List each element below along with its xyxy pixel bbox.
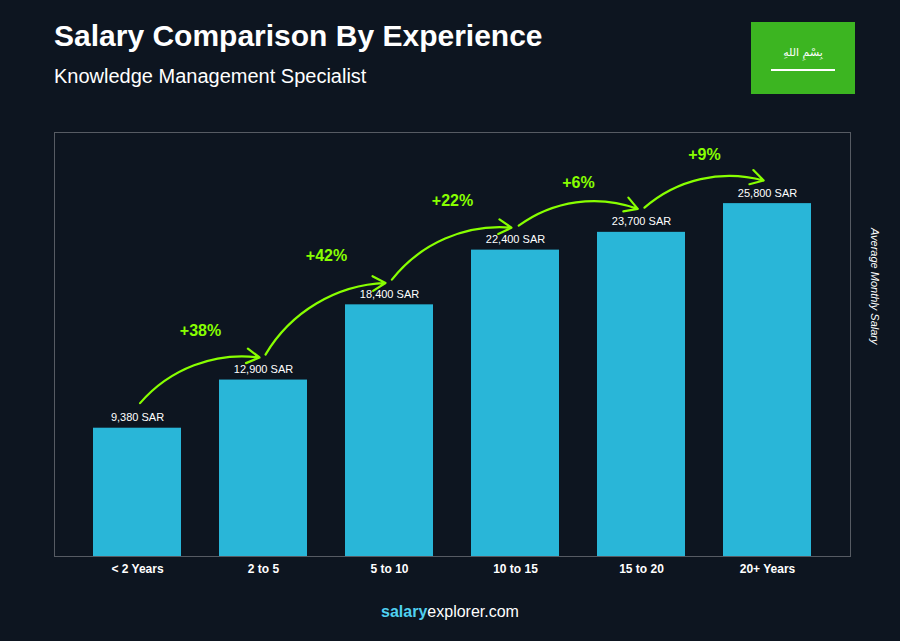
svg-text:< 2 Years: < 2 Years <box>111 562 163 576</box>
html-text:Salary Comparison By Experienc: Salary Comparison By Experience <box>54 19 543 52</box>
svg-text:+42%: +42% <box>306 247 347 264</box>
svg-text:Average Monthly Salary: Average Monthly Salary <box>869 227 881 346</box>
svg-text:5 to 10: 5 to 10 <box>370 562 408 576</box>
svg-text:20+ Years: 20+ Years <box>740 562 796 576</box>
svg-text:25,800 SAR: 25,800 SAR <box>738 187 797 199</box>
html-text:Knowledge Management Specialis: Knowledge Management Specialist <box>54 65 367 87</box>
html-text:salary explorer.com: salary explorer.com <box>381 603 519 620</box>
svg-text:23,700 SAR: 23,700 SAR <box>612 215 671 227</box>
svg-text:9,380 SAR: 9,380 SAR <box>111 411 164 423</box>
svg-text:+9%: +9% <box>688 146 720 163</box>
svg-text:12,900 SAR: 12,900 SAR <box>234 363 293 375</box>
svg-text:+38%: +38% <box>180 322 221 339</box>
svg-text:2 to 5: 2 to 5 <box>248 562 280 576</box>
svg-text:+22%: +22% <box>432 192 473 209</box>
html-text:بِسْمِ اللهِ: بِسْمِ اللهِ <box>783 45 823 59</box>
svg-text:22,400 SAR: 22,400 SAR <box>486 233 545 245</box>
svg-text:18,400 SAR: 18,400 SAR <box>360 288 419 300</box>
svg-text:10 to 15: 10 to 15 <box>493 562 538 576</box>
svg-text:15 to 20: 15 to 20 <box>619 562 664 576</box>
svg-text:+6%: +6% <box>562 174 594 191</box>
